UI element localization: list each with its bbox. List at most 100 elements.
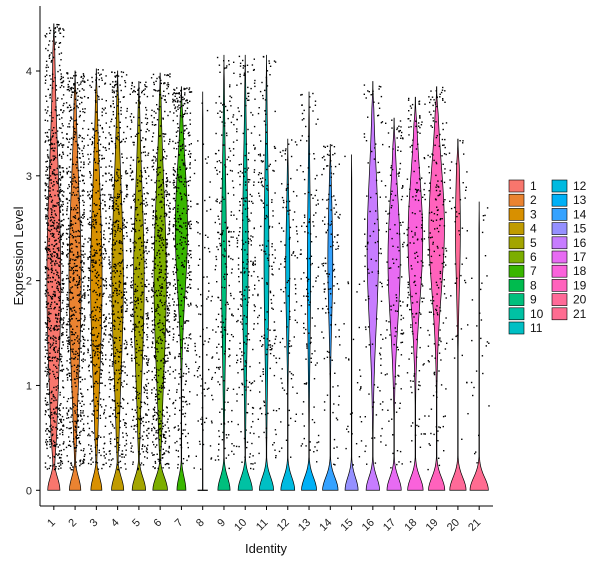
point	[118, 286, 120, 288]
point	[52, 132, 55, 135]
point	[237, 172, 240, 174]
point	[52, 159, 55, 161]
point	[87, 97, 89, 99]
point	[156, 174, 159, 176]
point	[120, 467, 122, 469]
point	[77, 229, 80, 232]
point	[238, 280, 240, 283]
point	[161, 242, 163, 244]
point	[155, 210, 157, 212]
point	[133, 300, 135, 302]
point	[241, 383, 244, 386]
point	[158, 390, 160, 392]
point	[66, 367, 68, 370]
point	[66, 400, 69, 403]
point	[204, 246, 206, 249]
point	[142, 356, 144, 359]
point	[94, 405, 97, 407]
point	[159, 253, 161, 255]
point	[101, 262, 103, 264]
point	[140, 325, 143, 328]
point	[109, 134, 111, 136]
point	[148, 432, 150, 435]
point	[165, 183, 167, 186]
point	[289, 277, 291, 280]
point	[131, 82, 133, 84]
point	[135, 288, 137, 290]
point	[262, 373, 265, 375]
point	[144, 171, 147, 173]
point	[109, 317, 111, 319]
point	[51, 344, 54, 346]
point	[142, 291, 144, 293]
point	[100, 361, 103, 363]
point	[49, 408, 51, 410]
point	[289, 310, 291, 313]
point	[141, 241, 143, 244]
point	[227, 117, 229, 120]
point	[72, 313, 75, 316]
point	[78, 437, 80, 439]
point	[79, 459, 82, 461]
point	[244, 298, 246, 300]
point	[135, 348, 137, 350]
point	[176, 341, 178, 343]
point	[77, 183, 80, 185]
point	[123, 237, 125, 240]
point	[77, 253, 79, 255]
point	[268, 165, 270, 167]
point	[53, 294, 56, 296]
point	[108, 143, 110, 146]
point	[83, 216, 85, 218]
point	[156, 307, 158, 310]
point	[174, 171, 177, 173]
point	[48, 312, 50, 315]
point	[242, 65, 245, 67]
point	[140, 406, 143, 408]
point	[188, 368, 190, 370]
point	[254, 98, 256, 100]
point	[161, 328, 163, 331]
point	[113, 201, 115, 203]
point	[163, 434, 166, 436]
point	[158, 306, 160, 308]
point	[53, 236, 55, 238]
violin-group-1	[44, 23, 65, 491]
point	[51, 414, 53, 416]
point	[75, 245, 77, 248]
point	[140, 202, 142, 204]
point	[138, 96, 140, 98]
point	[146, 128, 149, 130]
point	[69, 440, 71, 442]
point	[184, 423, 187, 426]
point	[220, 326, 223, 328]
point	[188, 144, 191, 146]
point	[44, 284, 47, 287]
point	[66, 308, 68, 311]
point	[130, 172, 132, 174]
point	[115, 231, 117, 233]
point	[113, 387, 115, 389]
point	[61, 341, 64, 343]
point	[99, 149, 101, 152]
point	[140, 282, 142, 284]
point	[141, 195, 143, 197]
point	[230, 334, 233, 336]
point	[76, 369, 78, 371]
point	[50, 208, 52, 210]
point	[161, 97, 163, 99]
point	[45, 197, 47, 199]
point	[238, 234, 240, 237]
point	[130, 284, 132, 287]
point	[72, 237, 74, 239]
point	[70, 464, 73, 466]
point	[67, 324, 69, 326]
point	[52, 293, 54, 295]
point	[110, 196, 113, 199]
point	[100, 376, 102, 379]
point	[240, 361, 242, 363]
point	[66, 138, 69, 141]
point	[59, 153, 61, 156]
point	[118, 317, 120, 319]
point	[117, 224, 119, 226]
